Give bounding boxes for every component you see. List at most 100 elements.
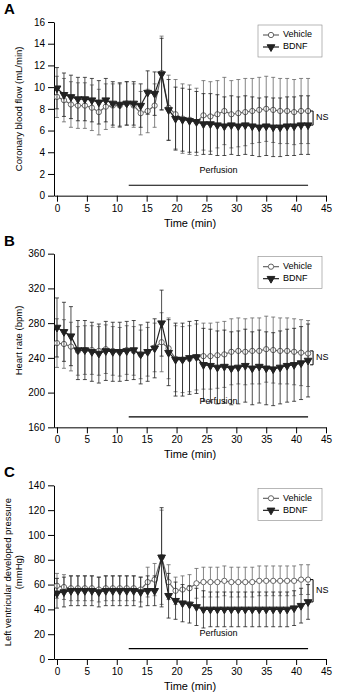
tick-label: 10 bbox=[112, 666, 124, 677]
tick: 45 bbox=[321, 659, 333, 677]
point bbox=[109, 350, 117, 357]
tick: 30 bbox=[231, 427, 243, 445]
point bbox=[304, 600, 312, 607]
point bbox=[186, 602, 194, 609]
tick: 240 bbox=[28, 353, 54, 364]
tick-label: 240 bbox=[28, 353, 45, 364]
tick-mark bbox=[296, 427, 297, 433]
tick-label: 14 bbox=[34, 38, 46, 49]
point bbox=[137, 590, 145, 597]
tick: 0 bbox=[39, 190, 54, 201]
legend-symbol bbox=[267, 45, 275, 52]
tick-mark bbox=[48, 323, 54, 324]
tick: 0 bbox=[39, 654, 54, 665]
point bbox=[214, 607, 222, 614]
tick: 360 bbox=[28, 248, 54, 259]
point bbox=[123, 589, 131, 596]
y-axis: 020406080100120140 bbox=[28, 480, 54, 665]
tick-mark bbox=[206, 427, 207, 433]
tick-label: 10 bbox=[34, 82, 46, 93]
point bbox=[304, 358, 312, 365]
tick: 0 bbox=[55, 659, 61, 677]
tick: 15 bbox=[142, 659, 154, 677]
point bbox=[248, 607, 256, 614]
point bbox=[283, 607, 291, 614]
tick-mark bbox=[48, 393, 54, 394]
legend-entry: BDNF bbox=[263, 505, 308, 515]
point bbox=[234, 365, 242, 372]
tick: 0 bbox=[55, 196, 61, 214]
tick-mark bbox=[326, 427, 327, 433]
tick-mark bbox=[48, 174, 54, 175]
tick-label: 10 bbox=[112, 203, 124, 214]
point bbox=[60, 590, 68, 597]
tick: 45 bbox=[321, 427, 333, 445]
perfusion-line bbox=[129, 185, 308, 186]
tick: 2 bbox=[39, 169, 54, 180]
tick-mark bbox=[48, 358, 54, 359]
tick-mark bbox=[236, 427, 237, 433]
legend-label: Vehicle bbox=[283, 493, 312, 503]
tick: 35 bbox=[261, 659, 273, 677]
tick: 40 bbox=[291, 427, 303, 445]
point bbox=[276, 125, 284, 132]
tick: 35 bbox=[261, 427, 273, 445]
tick-label: 40 bbox=[291, 434, 303, 445]
tick-mark bbox=[87, 659, 88, 665]
tick: 16 bbox=[34, 17, 54, 28]
tick-label: 20 bbox=[34, 629, 46, 640]
tick-mark bbox=[48, 634, 54, 635]
bracket bbox=[310, 580, 313, 602]
tick-mark bbox=[266, 427, 267, 433]
tick: 15 bbox=[142, 427, 154, 445]
point bbox=[172, 357, 180, 364]
tick-label: 35 bbox=[261, 666, 273, 677]
axis-line bbox=[55, 427, 327, 428]
tick-mark bbox=[48, 535, 54, 536]
tick-label: 60 bbox=[34, 579, 46, 590]
point bbox=[255, 125, 263, 132]
annotation: Perfusion bbox=[199, 396, 237, 406]
point bbox=[278, 578, 283, 583]
legend-label: BDNF bbox=[283, 505, 308, 515]
error-bar bbox=[257, 566, 261, 596]
point bbox=[81, 348, 89, 355]
y-axis: 160200240280320360 bbox=[28, 248, 54, 433]
tick: 0 bbox=[55, 427, 61, 445]
figure: 0510152025303540450246810121416Time (min… bbox=[0, 0, 348, 695]
point bbox=[257, 578, 262, 583]
x-axis: 051015202530354045 bbox=[55, 659, 333, 677]
tick-label: 35 bbox=[261, 434, 273, 445]
point bbox=[67, 334, 75, 341]
point bbox=[74, 97, 82, 104]
perfusion-line bbox=[129, 416, 308, 417]
tick-label: 25 bbox=[201, 666, 213, 677]
point bbox=[297, 603, 305, 610]
tick-mark bbox=[48, 196, 54, 197]
point bbox=[236, 579, 241, 584]
point bbox=[165, 593, 173, 600]
legend-frame bbox=[258, 25, 322, 57]
tick-label: 20 bbox=[171, 203, 183, 214]
point bbox=[269, 125, 277, 132]
point bbox=[194, 581, 199, 586]
tick-mark bbox=[147, 196, 148, 202]
point bbox=[193, 120, 201, 127]
panel: 0510152025303540450246810121416Time (min… bbox=[4, 0, 332, 229]
point bbox=[116, 589, 124, 596]
tick: 25 bbox=[201, 427, 213, 445]
point bbox=[130, 101, 138, 108]
point bbox=[255, 364, 263, 371]
tick-mark bbox=[87, 196, 88, 202]
point bbox=[158, 555, 166, 562]
error-bar bbox=[271, 566, 275, 596]
point bbox=[116, 102, 124, 109]
tick: 10 bbox=[34, 82, 54, 93]
tick: 5 bbox=[85, 427, 91, 445]
tick: 10 bbox=[112, 427, 124, 445]
tick: 40 bbox=[34, 604, 54, 615]
tick-label: 35 bbox=[261, 203, 273, 214]
tick-mark bbox=[117, 659, 118, 665]
tick: 40 bbox=[291, 196, 303, 214]
tick-mark bbox=[48, 510, 54, 511]
